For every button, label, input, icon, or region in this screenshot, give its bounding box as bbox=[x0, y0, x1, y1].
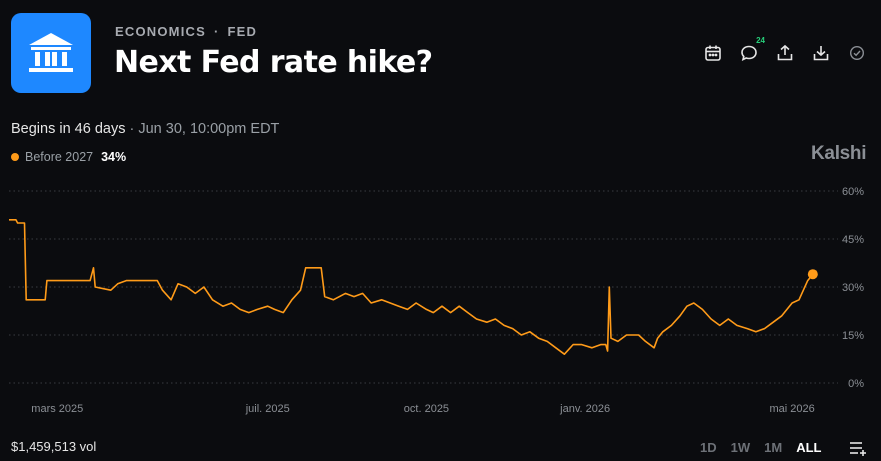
x-tick-label: juil. 2025 bbox=[245, 403, 290, 415]
x-tick-label: mai 2026 bbox=[769, 403, 814, 415]
breadcrumb-subcategory[interactable]: FED bbox=[227, 24, 258, 39]
breadcrumb: ECONOMICS · FED bbox=[115, 24, 257, 39]
series-line bbox=[9, 219, 814, 355]
y-tick-label: 60% bbox=[842, 186, 864, 198]
verified-button[interactable] bbox=[839, 40, 875, 66]
y-tick-label: 15% bbox=[842, 330, 864, 342]
bank-building-icon bbox=[29, 33, 73, 72]
y-tick-label: 30% bbox=[842, 282, 864, 294]
volume-label: $1,459,513 vol bbox=[11, 439, 97, 454]
calendar-icon bbox=[705, 45, 721, 61]
share-button[interactable] bbox=[767, 40, 803, 66]
x-tick-label: mars 2025 bbox=[31, 403, 83, 415]
comment-bubble-icon bbox=[741, 45, 757, 61]
check-circle-icon bbox=[849, 45, 865, 61]
price-chart[interactable]: 60% 45% 30% 15% 0% mars 2025 juil. 2025 oct. 20… bbox=[0, 170, 881, 420]
y-tick-label: 0% bbox=[848, 378, 864, 390]
range-all[interactable]: ALL bbox=[796, 440, 822, 455]
begins-countdown: Begins in 46 days bbox=[11, 121, 126, 137]
range-1m[interactable]: 1M bbox=[764, 440, 783, 455]
comment-count-badge: 24 bbox=[756, 36, 765, 45]
action-toolbar: 24 bbox=[695, 36, 875, 66]
legend-swatch bbox=[11, 153, 19, 161]
share-upload-icon bbox=[777, 44, 793, 61]
range-1w[interactable]: 1W bbox=[730, 440, 751, 455]
market-schedule: Begins in 46 days · Jun 30, 10:00pm EDT bbox=[11, 121, 279, 137]
list-add-icon bbox=[850, 442, 866, 456]
chart-legend: Before 2027 34% bbox=[11, 150, 126, 164]
y-tick-label: 45% bbox=[842, 234, 864, 246]
page-title: Next Fed rate hike? bbox=[114, 45, 433, 80]
schedule-separator: · bbox=[125, 121, 139, 137]
market-icon-tile bbox=[11, 13, 91, 93]
range-1d[interactable]: 1D bbox=[700, 440, 717, 455]
kalshi-logo: Kalshi bbox=[811, 143, 867, 164]
breadcrumb-separator: · bbox=[213, 24, 220, 39]
begins-datetime: Jun 30, 10:00pm EDT bbox=[138, 121, 280, 137]
download-icon bbox=[813, 46, 829, 61]
x-tick-label: oct. 2025 bbox=[404, 403, 449, 415]
calendar-button[interactable] bbox=[695, 40, 731, 66]
latest-point bbox=[807, 269, 818, 280]
legend-label: Before 2027 bbox=[25, 150, 94, 164]
range-selector: 1D 1W 1M ALL bbox=[700, 440, 821, 455]
legend-value: 34% bbox=[101, 150, 127, 164]
comments-button[interactable]: 24 bbox=[731, 36, 767, 66]
breadcrumb-category[interactable]: ECONOMICS bbox=[115, 24, 206, 39]
x-tick-label: janv. 2026 bbox=[559, 403, 610, 415]
download-button[interactable] bbox=[803, 40, 839, 66]
chart-settings-button[interactable] bbox=[849, 440, 867, 461]
